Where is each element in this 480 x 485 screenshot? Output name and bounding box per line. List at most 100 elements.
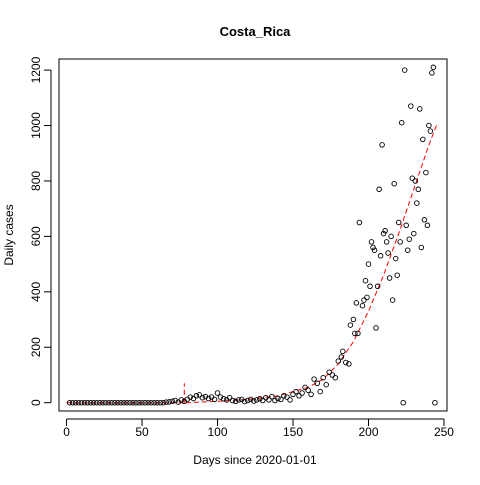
data-point	[103, 399, 109, 406]
data-point	[347, 322, 354, 328]
data-point	[379, 142, 385, 148]
data-point	[136, 399, 142, 406]
data-point	[275, 395, 281, 402]
data-point	[427, 128, 434, 134]
data-point	[235, 397, 242, 403]
data-point	[226, 394, 233, 401]
data-point	[418, 244, 425, 251]
data-point	[421, 217, 428, 223]
x-tick-label: 100	[208, 425, 228, 439]
x-tick-label: 150	[283, 425, 303, 439]
data-point	[241, 398, 248, 405]
data-point	[139, 399, 145, 406]
data-point	[148, 399, 154, 406]
data-point	[388, 233, 394, 240]
data-point	[193, 393, 200, 399]
data-point	[308, 391, 314, 398]
data-point	[323, 381, 329, 388]
y-tick-label: 0	[29, 399, 43, 406]
data-point	[340, 348, 346, 355]
data-point	[423, 169, 429, 176]
data-point	[401, 67, 408, 73]
data-point	[172, 397, 178, 404]
data-point	[329, 372, 336, 378]
data-point	[196, 392, 203, 398]
y-tick-label: 1000	[29, 112, 43, 139]
data-point	[124, 399, 130, 406]
data-point	[214, 390, 221, 396]
data-point	[127, 399, 133, 406]
y-tick-label: 600	[29, 226, 43, 246]
data-point	[370, 244, 376, 251]
data-point	[169, 398, 175, 405]
data-point	[409, 175, 416, 181]
chart-title: Costa_Rica	[220, 24, 292, 39]
data-point	[281, 393, 287, 399]
data-point	[394, 272, 400, 278]
data-point	[187, 394, 194, 400]
data-point	[408, 103, 414, 109]
y-tick-label: 400	[29, 281, 43, 301]
data-point	[90, 399, 97, 406]
data-point	[377, 253, 384, 259]
data-point	[412, 178, 419, 184]
x-axis: 0 50 100 150 200 250	[63, 418, 454, 439]
data-point	[426, 122, 432, 129]
data-point	[199, 394, 206, 401]
data-point	[81, 399, 88, 406]
data-point	[398, 119, 405, 126]
data-point	[69, 399, 76, 406]
data-point	[205, 395, 212, 402]
data-point	[432, 399, 438, 406]
data-point	[121, 399, 127, 406]
data-point	[154, 399, 160, 406]
data-point	[424, 222, 431, 229]
data-point	[311, 376, 317, 382]
data-point	[66, 399, 73, 406]
data-point	[367, 283, 373, 290]
data-point	[106, 399, 112, 406]
data-point	[160, 399, 166, 406]
data-point	[395, 219, 402, 226]
data-point	[326, 369, 332, 375]
data-point	[356, 219, 363, 226]
data-point	[385, 250, 391, 256]
data-point	[392, 255, 399, 262]
data-point	[403, 222, 409, 229]
data-point	[414, 200, 420, 206]
data-point	[404, 247, 411, 253]
data-point	[374, 283, 381, 290]
data-point	[251, 398, 257, 404]
data-point	[220, 396, 227, 402]
data-point	[302, 384, 308, 391]
data-point	[157, 399, 163, 406]
x-tick-label: 0	[63, 425, 70, 439]
data-point	[382, 228, 388, 234]
data-point	[397, 239, 403, 245]
data-point	[87, 399, 94, 406]
y-axis-label: Daily cases	[2, 204, 16, 265]
y-tick-label: 200	[29, 337, 43, 357]
data-point	[391, 180, 397, 187]
data-point	[299, 390, 305, 396]
data-point	[78, 399, 85, 406]
data-point	[380, 230, 387, 237]
data-point	[84, 399, 91, 406]
data-point	[353, 300, 360, 306]
data-point	[406, 236, 413, 242]
data-point	[338, 354, 345, 360]
data-point	[400, 399, 406, 406]
data-point	[352, 330, 358, 337]
data-point	[217, 394, 224, 400]
data-point	[118, 399, 124, 406]
data-point	[350, 316, 357, 323]
y-tick-label: 1200	[29, 56, 43, 83]
data-point	[290, 391, 296, 398]
plot-box	[58, 58, 448, 412]
data-point	[278, 396, 284, 403]
data-point	[346, 361, 352, 367]
x-tick-label: 250	[434, 425, 454, 439]
data-point	[429, 70, 435, 76]
data-point	[229, 397, 236, 404]
